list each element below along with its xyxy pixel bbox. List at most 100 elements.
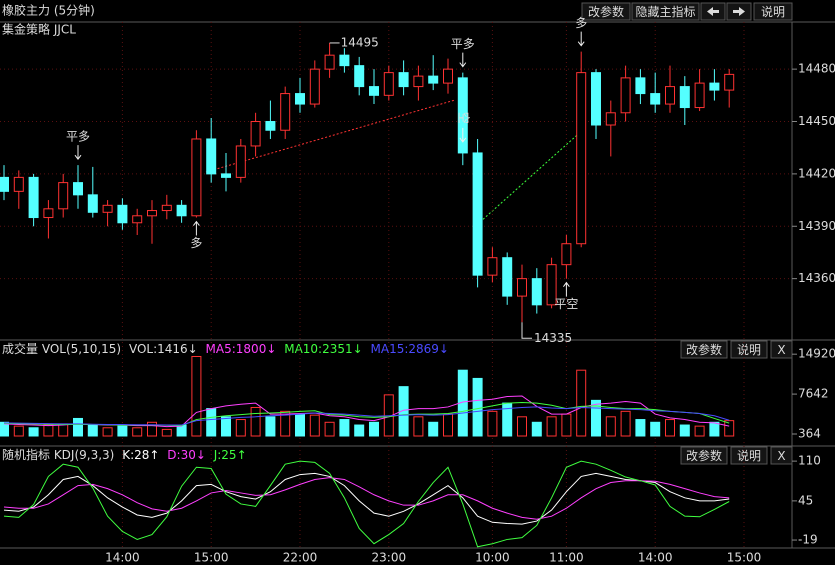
y-tick-label: 14450 — [798, 114, 835, 128]
button[interactable]: 改参数 — [581, 2, 631, 21]
candle-body — [102, 204, 113, 213]
button[interactable]: 说明 — [753, 2, 793, 21]
button[interactable]: 隐藏主指标 — [631, 2, 700, 21]
candle-body — [354, 65, 365, 88]
candle-body — [531, 278, 542, 306]
chart-subtitle: 集金策略 JJCL — [2, 22, 76, 37]
volume-header: 成交量 VOL(5,10,15) VOL:1416↓ MA5:1800↓ MA1… — [2, 341, 449, 356]
volume-bar — [265, 416, 276, 437]
arrow-left-button[interactable] — [700, 2, 726, 21]
min-pointer — [521, 322, 532, 339]
button-frame — [631, 2, 700, 21]
volume-bar — [443, 413, 453, 437]
candle-body — [235, 145, 246, 178]
candle-body — [295, 93, 305, 105]
button-frame — [581, 2, 631, 21]
header-text: 成交量 VOL(5,10,15) — [2, 341, 121, 356]
candle-body — [132, 215, 143, 224]
x-tick-label: 22:00 — [283, 551, 318, 565]
y-tick-label: 364 — [798, 427, 821, 441]
candle-body — [487, 257, 498, 276]
candle-body — [161, 204, 172, 212]
candle-body — [635, 77, 646, 95]
volume-bar — [487, 410, 498, 437]
candle-body — [724, 73, 735, 91]
volume-bar — [191, 355, 202, 437]
y-tick-label: -19 — [798, 533, 818, 547]
y-tick-label: 45 — [798, 493, 813, 507]
volume-bar — [295, 413, 305, 437]
candle-body — [117, 204, 128, 224]
candle-body — [605, 112, 616, 126]
candle-body — [472, 152, 483, 276]
candle-body — [206, 138, 217, 175]
button[interactable]: 改参数 — [680, 446, 728, 465]
button[interactable]: X — [770, 340, 793, 359]
volume-bar — [576, 369, 587, 437]
button[interactable]: 说明 — [730, 340, 768, 359]
button-frame — [730, 446, 768, 465]
volume-bar — [339, 419, 350, 437]
series-line — [3, 477, 730, 520]
series-line — [3, 460, 730, 548]
header-text: MA10:2351↓ — [284, 342, 362, 356]
candle-body — [250, 121, 261, 147]
volume-bar — [87, 424, 98, 437]
candle-body — [679, 86, 690, 109]
volume-bar — [517, 416, 527, 437]
y-tick-label: 110 — [798, 454, 821, 468]
volume-bar — [665, 419, 675, 437]
candle-body — [0, 176, 9, 192]
button[interactable]: X — [770, 446, 793, 465]
header-text: 随机指标 KDJ(9,3,3) — [2, 447, 114, 462]
volume-bar — [13, 425, 24, 437]
y-tick-label: 14390 — [798, 219, 835, 233]
signal-label: 多 — [575, 16, 587, 30]
y-tick-label: 14480 — [798, 62, 835, 76]
candle-body — [369, 86, 379, 96]
signal-arrow — [459, 52, 467, 68]
y-tick-label: 14360 — [798, 271, 835, 285]
volume-bar — [620, 410, 631, 437]
volume-bar — [428, 421, 439, 437]
x-tick-label: 23:00 — [372, 551, 407, 565]
arrow-right-button[interactable] — [726, 2, 752, 21]
header-text: J:25↑ — [213, 448, 247, 462]
signal-label: 平多 — [451, 37, 475, 51]
volume-bar — [546, 416, 557, 437]
signal-label: 平多 — [66, 130, 90, 144]
trend-line — [479, 127, 586, 223]
button-label: 说明 — [737, 342, 761, 357]
volume-bar — [161, 428, 172, 437]
arrow-icon — [733, 7, 745, 16]
y-tick-label: 7642 — [798, 387, 829, 401]
button-frame — [753, 2, 793, 21]
button-label: 说明 — [737, 448, 761, 463]
candle-body — [650, 93, 661, 105]
candle-body — [324, 54, 335, 70]
candle-body — [591, 72, 601, 126]
signal-arrow — [563, 281, 570, 297]
panel-borders — [0, 21, 835, 549]
volume-bar — [679, 424, 690, 437]
candle-body — [694, 82, 705, 109]
volume-bar — [132, 427, 143, 437]
button-frame — [680, 446, 728, 465]
button[interactable]: 说明 — [730, 446, 768, 465]
button-label: X — [777, 343, 785, 357]
candle-body — [28, 176, 39, 219]
button[interactable]: 改参数 — [680, 340, 728, 359]
button-label: 隐藏主指标 — [635, 4, 695, 19]
volume-bar — [43, 424, 54, 437]
candle-body — [413, 75, 424, 88]
volume-bar — [28, 427, 39, 437]
candle-body — [709, 82, 720, 91]
candle-body — [620, 77, 631, 114]
candle-body — [502, 257, 513, 297]
y-tick-label: 14920 — [798, 347, 835, 361]
volume-bar — [235, 419, 246, 437]
x-tick-label: 10:00 — [475, 551, 510, 565]
volume-bar — [605, 416, 616, 437]
